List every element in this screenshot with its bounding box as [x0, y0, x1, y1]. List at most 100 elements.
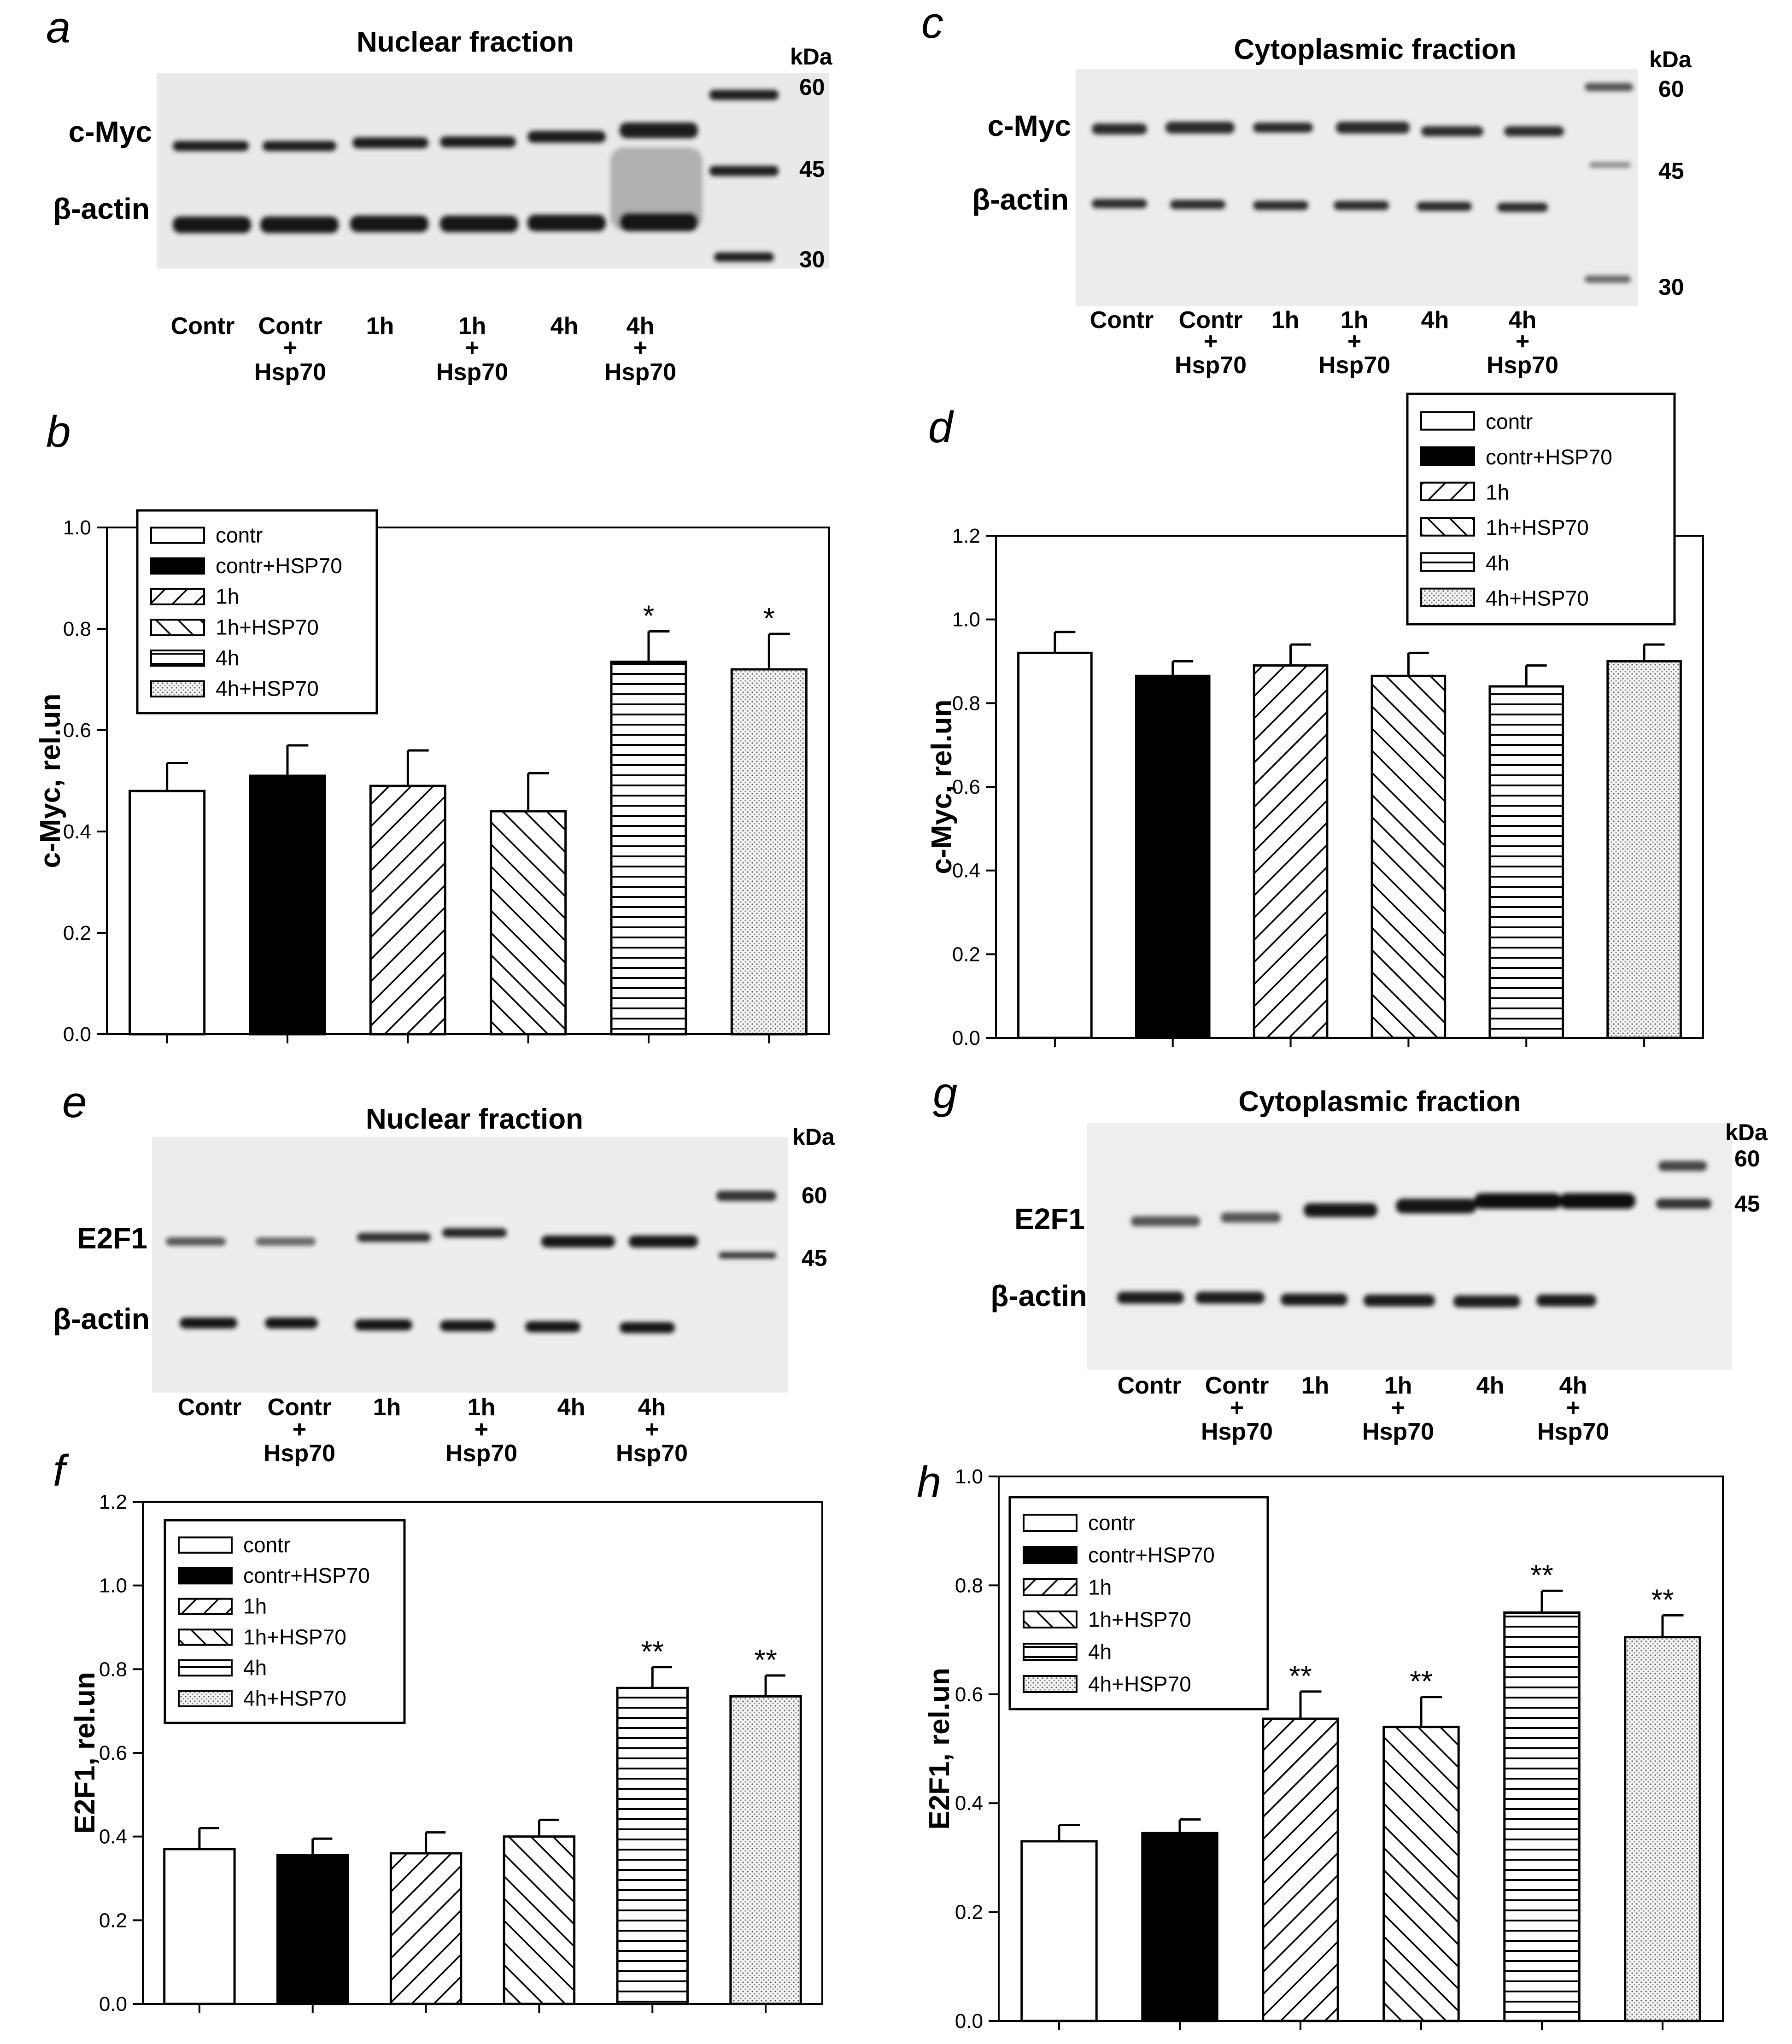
- band-actin-lane-1: [173, 217, 251, 233]
- y-tick-label: 0.8: [952, 692, 980, 715]
- legend-swatch: [178, 1659, 233, 1677]
- lane-label: Contr: [1118, 1372, 1182, 1399]
- legend-swatch: [1023, 1643, 1078, 1661]
- lane-label: Hsp70: [1318, 352, 1390, 379]
- panel-letter-b: b: [46, 407, 70, 457]
- lane-label: 4h: [1509, 307, 1537, 334]
- lane-label: Contr: [171, 313, 235, 340]
- legend-swatch: [1420, 411, 1475, 431]
- lane-label: Contr: [178, 1394, 242, 1421]
- bar-contr: [1020, 1840, 1098, 2022]
- legend-swatch: [1023, 1611, 1078, 1628]
- lane-label: Contr: [1090, 307, 1154, 334]
- band-actin-lane-2: [265, 1318, 318, 1329]
- band-e2f1-lane-4: [1396, 1199, 1476, 1213]
- chart-h: h 0.0 0.2 0.4 0.6 0.8 1.0 E2F1, rel.un ** ** ** ** c…: [917, 1458, 1724, 2032]
- lane-label: 4h: [1559, 1372, 1587, 1399]
- panel-letter-c: c: [921, 0, 943, 47]
- bar-contr: [129, 790, 206, 1036]
- blot-membrane-e: [152, 1137, 788, 1393]
- marker-band-45-e: [719, 1252, 776, 1259]
- legend-label: 4h+HSP70: [1088, 1672, 1191, 1696]
- y-tick-label: 1.2: [952, 525, 980, 547]
- y-axis-title: c-Myc, rel.un: [35, 694, 66, 868]
- blot-panel-e: e Nuclear fraction E2F1 β-actin kDa 60 4…: [53, 1078, 835, 1467]
- band-actin-lane-2: [1195, 1292, 1265, 1304]
- y-tick-label: 0.0: [63, 1023, 91, 1046]
- band-actin-lane-4: [440, 1320, 495, 1331]
- band-e2f1-lane-1: [1131, 1216, 1200, 1226]
- y-tick-label: 0.8: [99, 1658, 127, 1681]
- smear-lane-6: [610, 147, 703, 230]
- plot-frame: [106, 527, 830, 1035]
- lane-label: +: [1516, 328, 1529, 355]
- marker-band-45-g: [1656, 1199, 1711, 1209]
- bar-1h: [1253, 664, 1329, 1039]
- chart-d: d 0.0 0.2 0.4 0.6 0.8 1.0 1.2 c-Myc, rel.un contr…: [926, 392, 1704, 1049]
- lane-label: +: [1204, 328, 1218, 355]
- lane-label: 1h: [373, 1394, 401, 1421]
- lane-label: Hsp70: [616, 1440, 688, 1467]
- significance-marker: **: [1289, 1659, 1312, 1693]
- marker-45-c: 45: [1658, 158, 1684, 184]
- legend-label: 4h+HSP70: [1486, 586, 1589, 610]
- marker-45-g: 45: [1734, 1191, 1760, 1217]
- plot-frame: [998, 1476, 1724, 2022]
- lane-label: +: [1230, 1394, 1244, 1421]
- band-actin-lane-3: [355, 1319, 412, 1330]
- marker-30-a: 30: [799, 246, 825, 272]
- lane-label: +: [633, 334, 647, 361]
- band-cmyc-lane-2: [1165, 122, 1235, 134]
- legend-label: 4h: [1088, 1640, 1112, 1664]
- row-label-actin-a: β-actin: [53, 192, 150, 225]
- blot-panel-c: c Cytoplasmic fraction c-Myc β-actin kDa…: [921, 0, 1692, 379]
- lane-label: 4h: [1421, 307, 1449, 334]
- band-e2f1-lane-2: [1221, 1212, 1281, 1223]
- lane-label: +: [283, 334, 297, 361]
- y-tick-label: 0.6: [99, 1742, 127, 1764]
- panel-letter-e: e: [62, 1078, 87, 1127]
- legend-label: 4h: [243, 1656, 267, 1680]
- bar-4h-plus-hsp70: [1606, 660, 1682, 1039]
- bar-4h: [1488, 685, 1564, 1039]
- lane-label: 4h: [627, 313, 655, 340]
- band-actin-lane-6: [620, 213, 698, 231]
- lane-label: 4h: [557, 1394, 586, 1421]
- lane-label: +: [293, 1416, 306, 1443]
- lane-label: +: [474, 1416, 488, 1443]
- y-tick-label: 1.0: [952, 609, 980, 631]
- blot-title-e: Nuclear fraction: [366, 1103, 583, 1135]
- bar-contr-plus-hsp70: [276, 1854, 349, 2005]
- marker-60-a: 60: [799, 74, 825, 100]
- lane-label: +: [465, 334, 479, 361]
- band-cmyc-lane-4: [440, 136, 516, 147]
- lane-label: 1h: [1271, 307, 1300, 334]
- band-cmyc-lane-6: [1504, 126, 1564, 136]
- legend-swatch: [1420, 587, 1475, 607]
- bar-1h-plus-hsp70: [1382, 1726, 1460, 2022]
- lane-label: +: [1566, 1394, 1580, 1421]
- panel-letter-h: h: [917, 1458, 941, 1507]
- legend-swatch: [1023, 1514, 1078, 1532]
- legend-swatch: [178, 1628, 233, 1646]
- legend-label: contr+HSP70: [1486, 445, 1612, 469]
- legend-swatch: [1420, 552, 1475, 572]
- y-tick-label: 0.2: [952, 943, 980, 966]
- y-axis-title: E2F1, rel.un: [69, 1672, 101, 1833]
- y-tick-label: 0.6: [63, 719, 91, 742]
- y-tick-label: 0.4: [952, 860, 980, 882]
- bar-1h-plus-hsp70: [1370, 674, 1446, 1039]
- blot-bands-a: [173, 90, 779, 262]
- band-cmyc-lane-3: [1253, 123, 1313, 133]
- band-e2f1-lane-5: [1474, 1193, 1562, 1209]
- legend-label: contr: [1486, 410, 1533, 433]
- lane-label: 1h: [1341, 307, 1369, 334]
- band-actin-lane-2: [260, 217, 339, 233]
- band-e2f1-lane-1: [166, 1237, 226, 1246]
- legend-swatch: [150, 680, 205, 697]
- band-cmyc-lane-5: [527, 131, 606, 143]
- lane-label: Hsp70: [1487, 352, 1558, 379]
- band-actin-lane-6: [1497, 203, 1548, 212]
- panel-letter-a: a: [46, 3, 70, 52]
- legend-swatch: [1420, 517, 1475, 537]
